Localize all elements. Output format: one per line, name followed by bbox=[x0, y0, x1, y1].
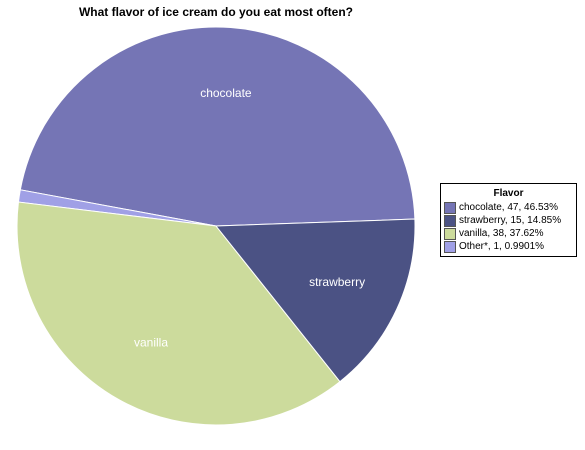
legend-items: chocolate, 47, 46.53% strawberry, 15, 14.… bbox=[444, 201, 573, 253]
legend-swatch bbox=[444, 240, 456, 253]
legend-label: vanilla, 38, 37.62% bbox=[459, 228, 544, 239]
legend-swatch bbox=[444, 227, 456, 240]
pie-slice-vanilla bbox=[16, 201, 341, 426]
legend-item: strawberry, 15, 14.85% bbox=[444, 214, 573, 227]
pie-slice-strawberry bbox=[214, 218, 416, 383]
pie-slice-chocolate bbox=[19, 26, 416, 227]
legend-label: strawberry, 15, 14.85% bbox=[459, 215, 562, 226]
slice-label-vanilla: vanilla bbox=[134, 335, 168, 349]
chart-title: What flavor of ice cream do you eat most… bbox=[78, 5, 354, 19]
legend: Flavor chocolate, 47, 46.53% strawberry, … bbox=[440, 183, 577, 257]
legend-swatch bbox=[444, 201, 456, 214]
pie-slice-labels: chocolate vanilla strawberry bbox=[134, 86, 365, 349]
legend-item: vanilla, 38, 37.62% bbox=[444, 227, 573, 240]
legend-title: Flavor bbox=[493, 188, 524, 199]
pie-slices bbox=[16, 26, 416, 426]
legend-label: chocolate, 47, 46.53% bbox=[459, 202, 558, 213]
legend-label: Other*, 1, 0.9901% bbox=[459, 241, 545, 252]
legend-item: Other*, 1, 0.9901% bbox=[444, 240, 573, 253]
legend-swatch bbox=[444, 214, 456, 227]
slice-label-chocolate: chocolate bbox=[200, 86, 252, 100]
legend-item: chocolate, 47, 46.53% bbox=[444, 201, 573, 214]
slice-label-strawberry: strawberry bbox=[309, 275, 365, 289]
